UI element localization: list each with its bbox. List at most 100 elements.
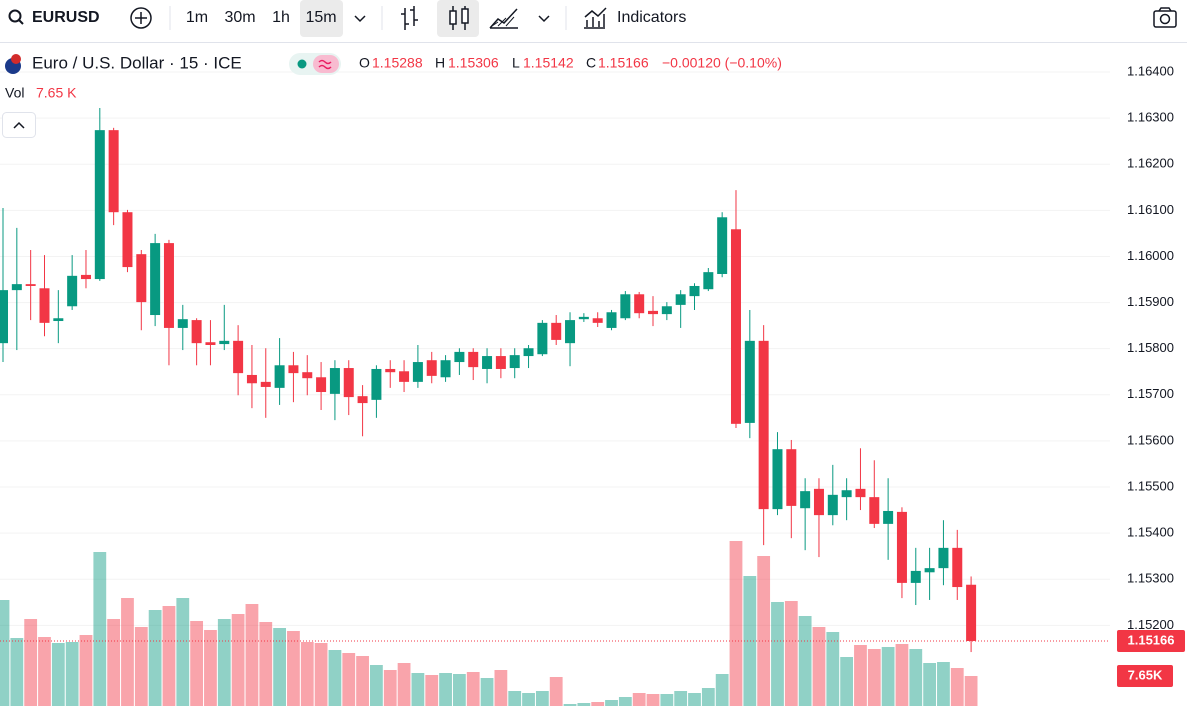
volume-bar	[245, 604, 259, 706]
candle-body	[592, 318, 603, 323]
interval-button[interactable]: 1m	[186, 9, 208, 26]
volume-bar	[784, 601, 798, 706]
volume-bar	[176, 598, 190, 706]
candle-body	[523, 348, 534, 357]
y-tick-label: 1.15300	[1127, 571, 1174, 586]
volume-label: 7.65K	[1128, 667, 1163, 682]
volume-bar	[259, 622, 273, 706]
candle-body	[163, 243, 174, 328]
volume-bar	[217, 619, 231, 706]
candle-body	[219, 340, 230, 345]
candle-body	[385, 368, 396, 373]
y-tick-label: 1.16200	[1127, 156, 1174, 171]
interval-menu[interactable]	[354, 15, 366, 23]
volume-bar	[65, 642, 79, 706]
volume-bar	[840, 657, 854, 706]
y-tick-label: 1.16000	[1127, 248, 1174, 263]
volume-bar	[93, 552, 107, 706]
candle-body	[855, 488, 866, 498]
candle-body	[233, 340, 244, 374]
candle-body	[357, 396, 368, 404]
volume-bar	[909, 649, 923, 706]
volume-bar	[452, 674, 466, 706]
candle-body	[578, 316, 589, 320]
candle-body	[509, 355, 520, 369]
chart-type-menu[interactable]	[538, 15, 550, 23]
candle-body	[177, 319, 188, 328]
volume-bar	[729, 541, 743, 706]
volume-bar	[466, 672, 480, 706]
compare-button[interactable]	[130, 7, 152, 29]
volume-bar	[743, 576, 757, 706]
volume-bar	[439, 673, 452, 706]
candle-body	[53, 318, 64, 322]
interval-button[interactable]: 15m	[305, 9, 336, 26]
candle-body	[191, 320, 202, 344]
volume-bar	[287, 631, 300, 706]
camera-icon	[1159, 13, 1171, 25]
candle-body	[67, 275, 78, 307]
camera-icon	[1158, 7, 1172, 12]
snapshot-button[interactable]	[1153, 7, 1177, 28]
candle-body	[551, 322, 562, 340]
area-type-button[interactable]	[489, 8, 518, 29]
grid	[0, 71, 1110, 626]
close-letter: C	[586, 55, 596, 71]
volume-bar	[701, 688, 715, 706]
volume-bar	[867, 649, 881, 706]
area-icon	[489, 8, 518, 29]
indicators-button[interactable]: Indicators	[617, 9, 686, 26]
volume-bar	[508, 691, 522, 706]
interval-button[interactable]: 30m	[224, 9, 255, 26]
volume-bar	[950, 668, 964, 706]
candle-body	[661, 306, 672, 315]
candle-body	[412, 362, 423, 382]
candle-body	[246, 374, 257, 384]
search-button[interactable]	[8, 9, 24, 25]
volume-bar	[121, 598, 134, 706]
volume-bar	[522, 693, 535, 706]
candle-body	[744, 340, 755, 423]
candle-body	[399, 371, 410, 382]
active-interval-bg	[300, 0, 343, 37]
volume-bar	[895, 644, 909, 706]
volume-bar	[328, 650, 342, 706]
interval-button[interactable]: 1h	[272, 9, 290, 26]
candles-icon	[449, 6, 469, 30]
volume-bar	[107, 619, 121, 706]
high-letter: H	[435, 55, 445, 71]
candle-body	[482, 356, 493, 369]
candle-body	[648, 310, 659, 315]
candle-body	[730, 229, 741, 424]
market-status	[297, 59, 307, 69]
ohlc-legend: O 1.15288 H 1.15306 L 1.15142 C 1.15166 …	[359, 55, 782, 71]
symbol[interactable]: EURUSD	[32, 9, 100, 26]
volume-bar	[38, 637, 51, 706]
volume-bar	[535, 691, 549, 706]
volume-bar	[190, 621, 204, 706]
volume-bar	[134, 627, 148, 706]
candle-body	[772, 449, 783, 510]
collapse-button[interactable]	[2, 112, 36, 138]
y-tick-label: 1.15600	[1127, 432, 1174, 447]
volume-bar	[674, 691, 688, 706]
candle-body	[689, 285, 700, 297]
plus-icon	[130, 7, 152, 29]
candle-body	[896, 511, 907, 583]
open-letter: O	[359, 55, 370, 71]
y-tick-label: 1.15700	[1127, 386, 1174, 401]
candle-body	[80, 274, 91, 280]
low-value: 1.15142	[523, 55, 574, 71]
price-axis: 1.15200 1.15300 1.15400 1.15500 1.15600 1.157…	[1117, 63, 1185, 687]
bars-type-button[interactable]	[401, 6, 418, 30]
candle-body	[302, 372, 313, 379]
volume-bar	[964, 676, 978, 706]
candle-body	[316, 377, 327, 393]
volume-bar	[563, 704, 577, 706]
candles-type-bg[interactable]	[437, 0, 479, 37]
y-tick-label: 1.15500	[1127, 478, 1174, 493]
y-tick-label: 1.15200	[1127, 617, 1174, 632]
close-value: 1.15166	[598, 55, 649, 71]
volume-bar	[646, 694, 660, 706]
